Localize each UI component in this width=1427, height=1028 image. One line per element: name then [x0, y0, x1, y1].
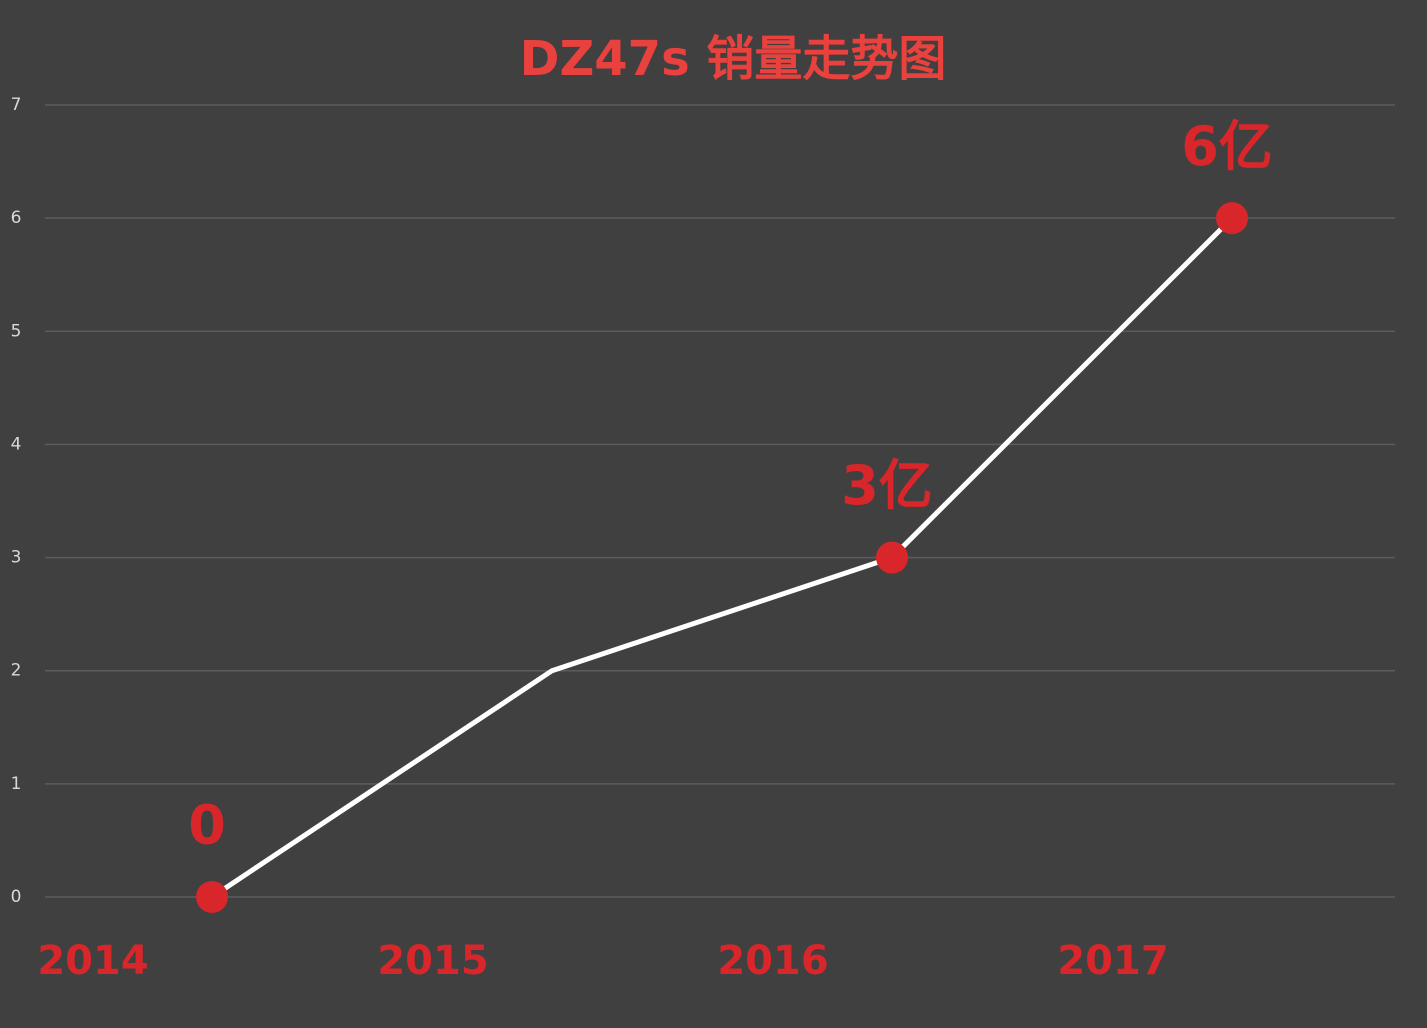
y-tick-label: 0 — [11, 887, 22, 907]
x-tick-label: 2014 — [37, 938, 148, 984]
line — [210, 216, 1234, 900]
data-label: 6亿 — [1181, 115, 1273, 178]
y-tick-label: 1 — [11, 774, 22, 794]
x-tick-label: 2016 — [717, 938, 828, 984]
y-tick-label: 4 — [11, 434, 22, 454]
x-tick-label: 2015 — [377, 938, 488, 984]
x-tick-label: 2017 — [1057, 938, 1168, 984]
marker — [196, 881, 228, 913]
y-tick-label: 2 — [11, 661, 22, 681]
data-label: 0 — [188, 794, 226, 857]
y-tick-label: 7 — [11, 95, 22, 115]
marker — [1216, 202, 1248, 235]
chart-title: DZ47s 销量走势图 — [520, 31, 947, 87]
y-tick-label: 5 — [11, 321, 22, 341]
y-tick-label: 3 — [11, 548, 22, 568]
data-label: 3亿 — [841, 454, 933, 517]
marker — [876, 541, 908, 574]
y-tick-label: 6 — [11, 208, 22, 228]
